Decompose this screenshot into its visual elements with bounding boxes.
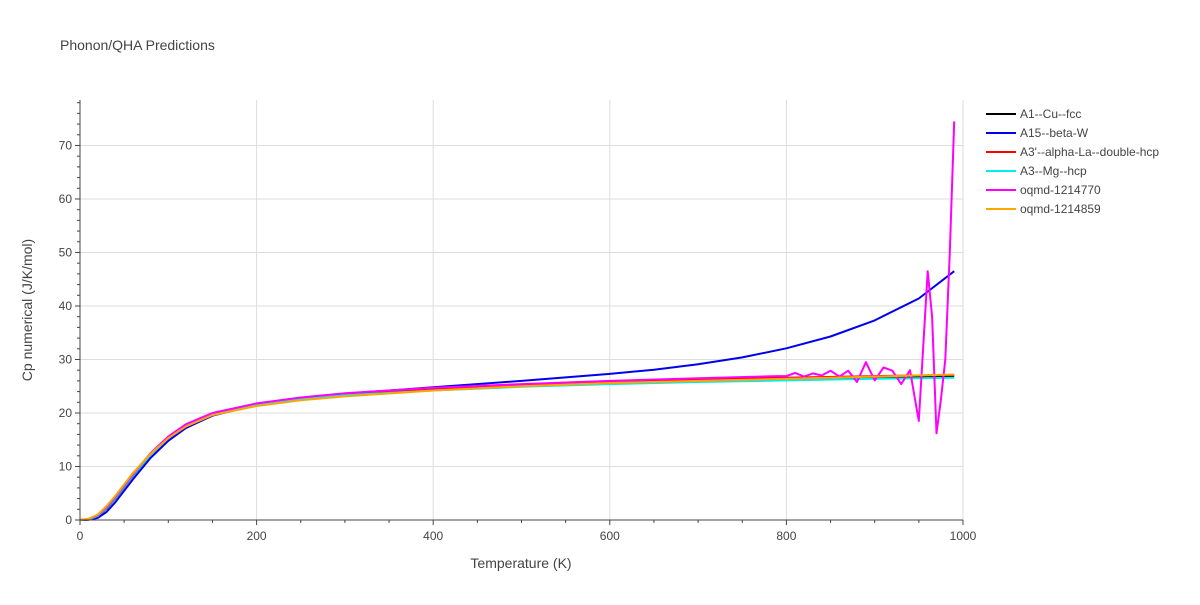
legend-item-1[interactable]: A15--beta-W (986, 126, 1089, 140)
legend-label: oqmd-1214770 (1020, 183, 1101, 197)
axes: 0 200 400 600 800 1000 0 10 20 30 40 50 60 70 (59, 100, 977, 543)
series-lines (79, 121, 956, 521)
legend[interactable]: A1--Cu--fcc A15--beta-W A3'--alpha-La--dou… (986, 107, 1159, 216)
x-tick-label: 0 (77, 529, 84, 543)
series-line-0 (79, 375, 955, 521)
y-tick-label: 40 (59, 299, 73, 313)
series-line-4 (79, 121, 956, 521)
y-axis-label: Cp numerical (J/K/mol) (19, 239, 35, 381)
x-tick-label: 800 (776, 529, 796, 543)
y-tick-label: 0 (65, 513, 72, 527)
grid-lines (80, 100, 964, 520)
series-line-1 (79, 270, 955, 521)
y-tick-label: 70 (59, 138, 73, 152)
x-tick-label: 200 (247, 529, 267, 543)
y-tick-label: 60 (59, 192, 73, 206)
x-tick-label: 400 (423, 529, 443, 543)
legend-item-0[interactable]: A1--Cu--fcc (986, 107, 1081, 121)
series-line-5 (79, 373, 955, 521)
legend-item-4[interactable]: oqmd-1214770 (986, 183, 1101, 197)
series-line-2 (79, 374, 955, 521)
legend-label: A15--beta-W (1020, 126, 1089, 140)
series-line-3 (79, 376, 955, 521)
y-tick-label: 20 (59, 406, 73, 420)
y-tick-label: 30 (59, 352, 73, 366)
legend-label: A3'--alpha-La--double-hcp (1020, 145, 1159, 159)
legend-label: oqmd-1214859 (1020, 202, 1101, 216)
x-axis-label: Temperature (K) (470, 555, 571, 571)
chart-title: Phonon/QHA Predictions (60, 37, 215, 53)
y-tick-label: 50 (59, 245, 73, 259)
x-tick-label: 1000 (950, 529, 977, 543)
x-tick-label: 600 (600, 529, 620, 543)
legend-label: A3--Mg--hcp (1020, 164, 1087, 178)
legend-item-5[interactable]: oqmd-1214859 (986, 202, 1101, 216)
legend-label: A1--Cu--fcc (1020, 107, 1081, 121)
legend-item-2[interactable]: A3'--alpha-La--double-hcp (986, 145, 1159, 159)
legend-item-3[interactable]: A3--Mg--hcp (986, 164, 1087, 178)
y-tick-label: 10 (59, 459, 73, 473)
